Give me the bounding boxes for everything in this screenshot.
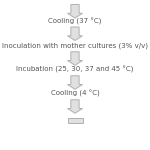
Text: Inoculation with mother cultures (3% v/v): Inoculation with mother cultures (3% v/v… [2,42,148,49]
Bar [68,118,82,123]
Text: Incubation (25, 30, 37 and 45 °C): Incubation (25, 30, 37 and 45 °C) [16,66,134,73]
Polygon shape [68,76,82,89]
Text: Cooling (37 °C): Cooling (37 °C) [48,18,102,25]
Polygon shape [68,27,82,40]
Text: Cooling (4 °C): Cooling (4 °C) [51,90,99,97]
Polygon shape [68,4,82,18]
Polygon shape [68,100,82,113]
Polygon shape [68,52,82,65]
